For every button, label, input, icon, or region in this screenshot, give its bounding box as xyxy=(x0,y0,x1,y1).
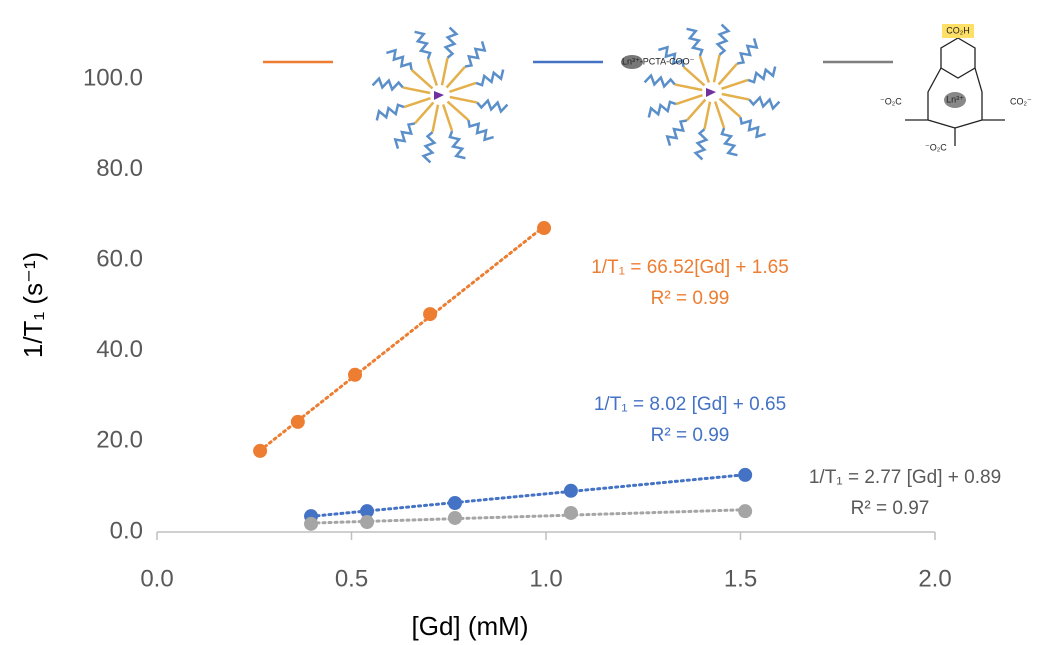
point xyxy=(537,221,552,236)
micelle-core xyxy=(721,92,750,101)
trendline xyxy=(309,508,747,525)
macrocycle xyxy=(905,67,1005,146)
micelle-core xyxy=(446,100,470,122)
image-label: CO₂H xyxy=(946,25,970,35)
micelle-chain xyxy=(476,98,509,114)
micelle-core xyxy=(717,62,739,86)
x-tick-label: 1.5 xyxy=(724,565,757,592)
y-tick-label: 80.0 xyxy=(96,155,143,182)
y-tick-label: 0.0 xyxy=(110,517,143,544)
micelle-core xyxy=(675,93,703,106)
point xyxy=(253,443,268,458)
ion-badge xyxy=(621,55,643,69)
point xyxy=(360,504,375,519)
micelle-core xyxy=(410,68,434,90)
micelle-chain xyxy=(393,122,416,149)
image-label: Ln³⁺ xyxy=(946,94,964,104)
trendline xyxy=(258,225,546,452)
micelle-core xyxy=(698,55,711,83)
image-label: ⁻O₂C xyxy=(925,142,947,152)
micelle-core xyxy=(426,58,439,86)
r-squared: R² = 0.99 xyxy=(651,288,730,309)
micelle-chain xyxy=(715,23,731,56)
x-axis-title: [Gd] (mM) xyxy=(412,611,529,641)
image-label: ⁻O₂C xyxy=(880,96,902,106)
highlight xyxy=(942,24,974,38)
micelle-chain xyxy=(375,103,405,121)
micelle-core xyxy=(402,86,431,95)
micelle-core xyxy=(682,65,706,87)
micelle-core xyxy=(441,104,454,132)
x-tick-label: 0.0 xyxy=(140,565,173,592)
point xyxy=(447,496,462,511)
micelle-core xyxy=(403,96,431,109)
y-tick-label: 20.0 xyxy=(96,427,143,454)
micelle-chain xyxy=(720,127,738,157)
micelle-core xyxy=(685,98,707,122)
point xyxy=(348,367,363,382)
micelle-chain xyxy=(448,130,466,160)
y-axis-title: 1/T₁ (s⁻¹) xyxy=(18,252,48,358)
micelle-chain xyxy=(643,73,676,89)
micelle-chain xyxy=(464,41,487,68)
ion xyxy=(944,92,966,108)
trendline xyxy=(309,473,747,518)
micelle-chain xyxy=(736,38,759,65)
micelle-chain xyxy=(647,100,677,118)
ring xyxy=(940,37,976,79)
micelle-core xyxy=(674,83,703,92)
trendline-equation: 1/T₁ = 2.77 [Gd] + 0.89 xyxy=(809,467,1001,488)
micelle-core xyxy=(703,101,712,130)
micelle-chain xyxy=(371,76,404,92)
point xyxy=(290,414,305,429)
micelle-core xyxy=(431,104,440,133)
x-tick-label: 2.0 xyxy=(918,565,951,592)
point xyxy=(738,467,753,482)
point xyxy=(447,510,462,525)
micelle-chain xyxy=(658,45,685,68)
point xyxy=(360,515,375,530)
point xyxy=(563,483,578,498)
r-squared: R² = 0.99 xyxy=(651,425,730,446)
image-label: Ln³⁺-PCTA-COO⁻ xyxy=(622,56,695,66)
point xyxy=(423,307,438,322)
micelle-core xyxy=(713,101,726,129)
micelle-chain xyxy=(748,95,781,111)
micelle-chain xyxy=(414,30,432,60)
x-tick-label: 0.5 xyxy=(335,565,368,592)
micelle-core xyxy=(712,54,721,83)
point xyxy=(563,505,578,520)
micelle-core xyxy=(449,95,478,104)
micelle-core xyxy=(413,101,435,125)
micelle-core xyxy=(721,78,749,91)
legend-images: Ln³⁺-PCTA-COO⁻ CO₂H ⁻O₂C Ln³⁺ CO₂⁻ ⁻O₂C xyxy=(371,23,1032,164)
micelle-core xyxy=(440,57,449,86)
micelle-center xyxy=(706,88,716,97)
micelle-chain xyxy=(739,116,766,139)
micelle-core xyxy=(718,97,742,119)
micelle-core xyxy=(445,65,467,89)
r-squared: R² = 0.97 xyxy=(851,498,930,519)
y-tick-label: 60.0 xyxy=(96,246,143,273)
point xyxy=(304,516,319,531)
micelle-chain xyxy=(475,69,505,87)
micelle-chain xyxy=(467,119,494,142)
micelle-center xyxy=(434,91,444,100)
micelle-chain xyxy=(747,66,777,84)
y-tick-label: 40.0 xyxy=(96,336,143,363)
micelle-chain xyxy=(386,48,413,71)
x-tick-label: 1.0 xyxy=(529,565,562,592)
trendline-equation: 1/T₁ = 8.02 [Gd] + 0.65 xyxy=(594,394,786,415)
point xyxy=(738,504,753,519)
y-tick-label: 100.0 xyxy=(83,64,143,91)
image-label: CO₂⁻ xyxy=(1010,96,1032,106)
micelle-core xyxy=(449,81,477,94)
trendline-equation: 1/T₁ = 66.52[Gd] + 1.65 xyxy=(591,257,789,278)
micelle-chain xyxy=(686,27,704,57)
micelle-chain xyxy=(665,119,688,146)
micelle-chain xyxy=(693,128,709,161)
micelle-chain xyxy=(443,26,459,59)
micelle-chain xyxy=(421,131,437,164)
